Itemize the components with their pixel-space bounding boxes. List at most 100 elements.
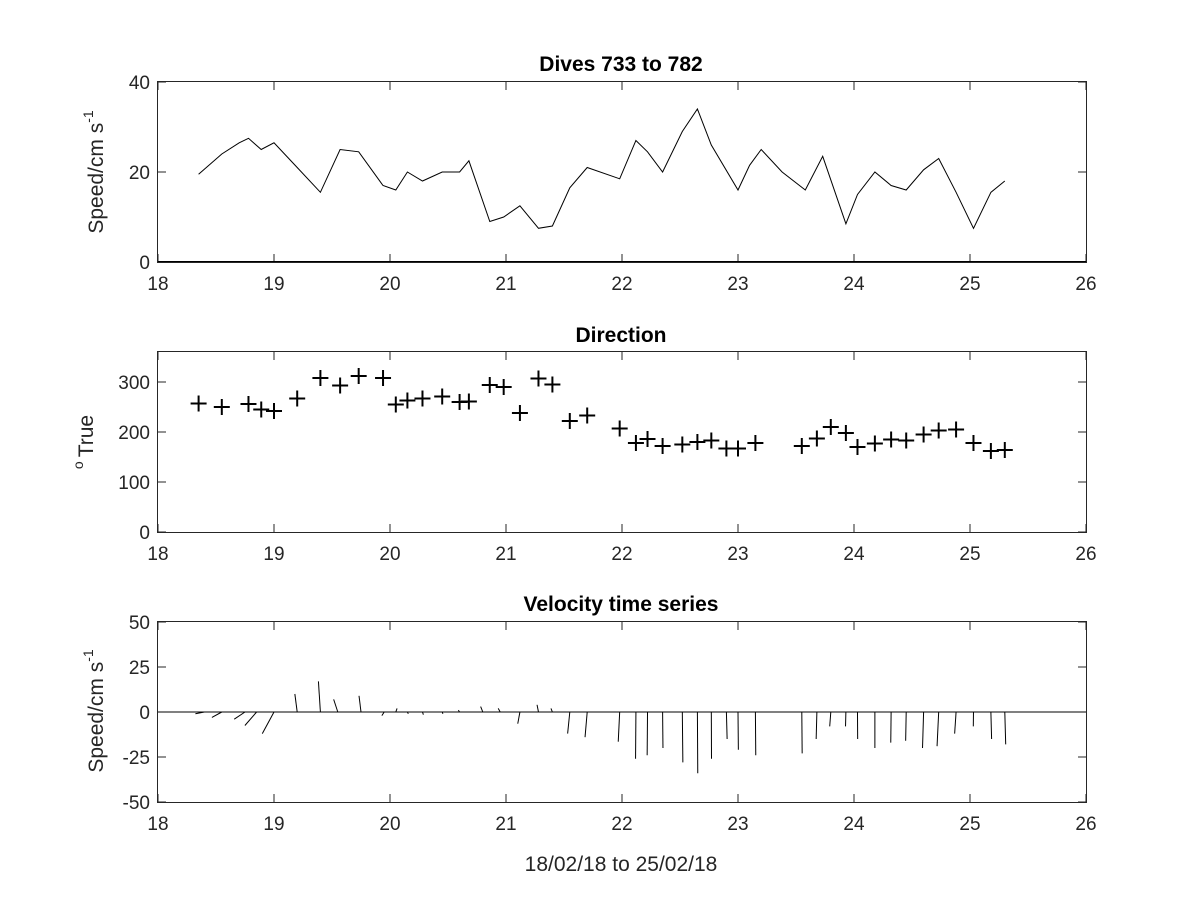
direction-xtick-label: 22 [611, 544, 632, 565]
direction-xtick-label: 26 [1075, 544, 1096, 565]
direction-xtick-label: 18 [147, 544, 168, 565]
speed-xtick-label: 24 [843, 274, 865, 295]
speed-xtick-label: 23 [727, 274, 748, 295]
direction-point [414, 390, 431, 407]
velocity-panel-ylabel-sup: -1 [80, 649, 96, 662]
direction-point [611, 420, 628, 437]
speed-panel-ylabel-sup: -1 [80, 110, 96, 123]
direction-panel-marks: 18 19 20 21 22 23 24 25 26 0 100 200 300 [118, 352, 1097, 565]
velocity-panel: Velocity time series Speed/cm s-1 18 19 20… [80, 593, 1097, 876]
direction-point [561, 413, 578, 429]
velocity-vector [381, 711, 385, 716]
velocity-vector [567, 711, 571, 734]
direction-point [837, 425, 854, 441]
direction-point [639, 431, 656, 447]
direction-panel-ylabel: o True [70, 415, 98, 469]
direction-ytick-label: 0 [139, 523, 150, 544]
velocity-panel-ylabel: Speed/cm s-1 [80, 649, 108, 773]
direction-point [654, 438, 671, 454]
velocity-vector [233, 711, 246, 720]
velocity-vector [617, 711, 621, 742]
speed-panel-ylabel-text: Speed/cm s [85, 123, 108, 234]
velocity-vector [1004, 711, 1007, 745]
speed-panel-title: Dives 733 to 782 [539, 53, 702, 76]
speed-xtick-label: 25 [959, 274, 980, 295]
direction-point [930, 422, 947, 439]
direction-point [266, 403, 282, 419]
velocity-ytick-label: 25 [129, 658, 150, 679]
velocity-vector [536, 704, 539, 713]
speed-ytick-label: 0 [139, 253, 150, 274]
velocity-xtick-label: 22 [611, 814, 632, 835]
direction-point [866, 435, 883, 452]
direction-point [883, 431, 900, 448]
velocity-xtick-label: 21 [495, 814, 516, 835]
speed-series-line [198, 107, 1006, 230]
velocity-vector [395, 708, 398, 713]
velocity-xtick-label: 24 [843, 814, 865, 835]
velocity-vector [333, 699, 339, 713]
direction-panel-title: Direction [575, 324, 666, 347]
velocity-ytick-label: -25 [123, 748, 150, 769]
velocity-vector [517, 711, 521, 724]
velocity-vector [584, 711, 588, 738]
speed-ytick-label: 20 [129, 163, 150, 184]
velocity-vector [261, 711, 275, 734]
direction-point [822, 419, 839, 435]
direction-xtick-label: 23 [727, 544, 748, 565]
speed-panel: Dives 733 to 782 Speed/cm s-1 18 19 20 21 22… [80, 53, 1097, 295]
direction-point [375, 370, 392, 386]
direction-point [898, 432, 915, 449]
velocity-xtick-label: 20 [379, 814, 400, 835]
direction-point [703, 432, 720, 449]
velocity-xtick-label: 18 [147, 814, 168, 835]
direction-point [849, 439, 866, 455]
direction-point [240, 396, 257, 412]
direction-xtick-label: 25 [959, 544, 980, 565]
direction-point [434, 388, 451, 405]
velocity-vector [829, 711, 832, 727]
velocity-vector [358, 695, 362, 713]
velocity-panel-xlabel: 18/02/18 to 25/02/18 [525, 853, 718, 876]
speed-panel-frame [157, 81, 1087, 263]
direction-point [747, 435, 764, 451]
speed-panel-ylabel: Speed/cm s-1 [80, 110, 108, 234]
direction-panel: Direction o True 18 19 20 21 22 23 24 25 26 0 100 20… [70, 324, 1097, 565]
velocity-vector [550, 708, 553, 713]
speed-xtick-label: 20 [379, 274, 400, 295]
velocity-ytick-label: 50 [129, 613, 150, 634]
direction-point [387, 396, 404, 413]
velocity-ytick-label: -50 [123, 793, 150, 814]
speed-xtick-label: 26 [1075, 274, 1096, 295]
direction-xtick-label: 24 [843, 544, 865, 565]
direction-panel-ylabel-text: True [75, 415, 98, 457]
direction-point [530, 370, 547, 387]
velocity-panel-frame [157, 621, 1087, 803]
direction-point [674, 436, 691, 453]
direction-ytick-label: 200 [118, 423, 150, 444]
speed-xtick-label: 18 [147, 274, 168, 295]
direction-point [996, 442, 1013, 458]
speed-xtick-label: 21 [495, 274, 516, 295]
direction-point [399, 392, 416, 409]
direction-point [730, 440, 746, 457]
direction-point [312, 370, 329, 386]
velocity-panel-title: Velocity time series [524, 593, 719, 616]
velocity-xtick-label: 26 [1075, 814, 1096, 835]
velocity-vector [922, 711, 925, 749]
direction-point [544, 376, 561, 393]
direction-point [213, 399, 230, 415]
direction-xtick-label: 21 [495, 544, 516, 565]
direction-point [481, 377, 498, 393]
direction-point [350, 368, 367, 384]
direction-point [965, 435, 982, 451]
velocity-vector [294, 693, 298, 713]
direction-point [511, 405, 528, 421]
velocity-xtick-label: 19 [263, 814, 284, 835]
direction-xtick-label: 19 [263, 544, 284, 565]
velocity-vector [681, 711, 684, 763]
velocity-ytick-label: 0 [139, 703, 150, 724]
velocity-panel-marks: 18 19 20 21 22 23 24 25 26 50 25 0 -25 -50 [123, 613, 1097, 835]
